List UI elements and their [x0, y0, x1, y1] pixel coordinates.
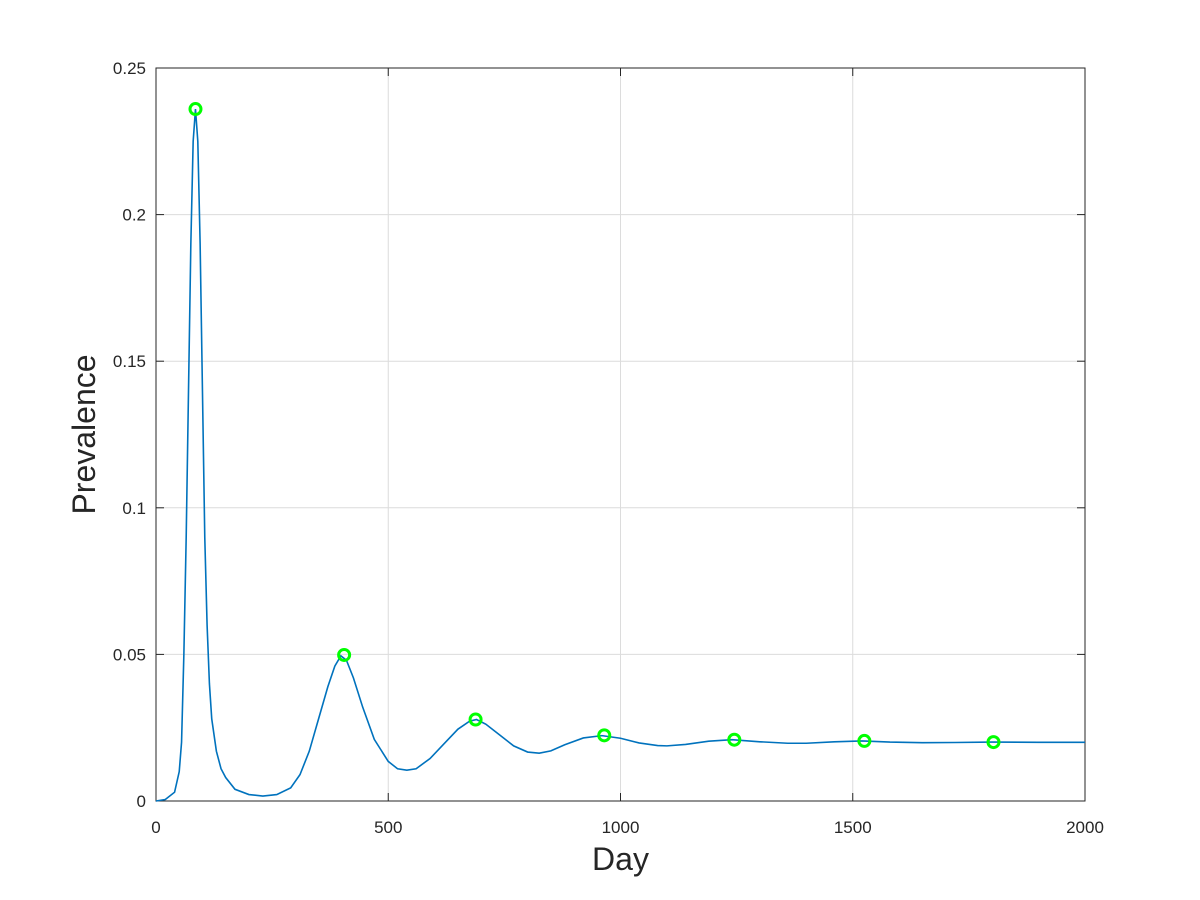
x-tick-label: 0: [151, 818, 160, 837]
peak-marker: [337, 647, 352, 662]
x-tick-label: 500: [374, 818, 402, 837]
y-tick-label: 0.1: [122, 499, 146, 518]
x-axis-label: Day: [592, 841, 649, 877]
peak-markers: [188, 102, 1001, 750]
x-tick-label: 1000: [602, 818, 640, 837]
peak-marker: [188, 102, 203, 117]
y-tick-label: 0: [137, 792, 146, 811]
y-tick-label: 0.15: [113, 352, 146, 371]
y-tick-label: 0.25: [113, 59, 146, 78]
x-tick-label: 2000: [1066, 818, 1104, 837]
grid-lines: [155, 67, 1086, 802]
peak-marker: [986, 735, 1001, 750]
y-tick-label: 0.2: [122, 206, 146, 225]
peak-marker: [597, 728, 612, 743]
peak-marker: [727, 732, 742, 747]
y-tick-labels: 0 0.05 0.1 0.15 0.2 0.25: [113, 59, 146, 811]
x-tick-label: 1500: [834, 818, 872, 837]
y-tick-label: 0.05: [113, 645, 146, 664]
prevalence-line: [155, 108, 1085, 802]
y-axis-label: Prevalence: [66, 354, 102, 514]
x-tick-labels: 0 500 1000 1500 2000: [151, 818, 1104, 837]
peak-marker: [857, 733, 872, 748]
peak-marker: [468, 712, 483, 727]
